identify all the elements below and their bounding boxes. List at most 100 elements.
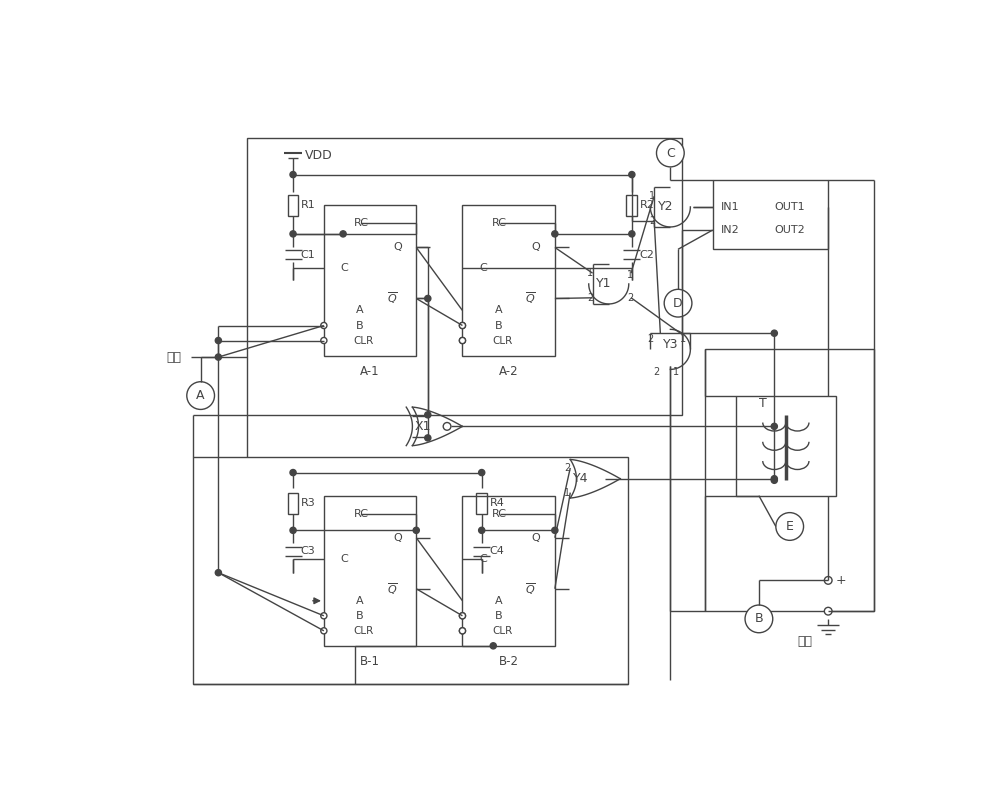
Text: CLR: CLR <box>492 336 512 345</box>
Bar <box>193 457 628 684</box>
Text: RC: RC <box>492 509 507 518</box>
Circle shape <box>459 628 466 634</box>
Text: B: B <box>495 321 502 330</box>
Text: $\overline{Q}$: $\overline{Q}$ <box>525 291 536 306</box>
Circle shape <box>629 231 635 237</box>
Text: CLR: CLR <box>353 626 374 636</box>
Text: E: E <box>786 520 794 533</box>
Bar <box>626 195 637 216</box>
Circle shape <box>321 613 327 619</box>
Text: 输入: 输入 <box>166 351 181 364</box>
Text: 1: 1 <box>673 368 680 377</box>
Circle shape <box>459 613 466 619</box>
Circle shape <box>459 337 466 344</box>
Text: 2: 2 <box>627 293 633 303</box>
Text: 2: 2 <box>653 368 660 377</box>
Circle shape <box>824 607 832 615</box>
Text: 2: 2 <box>564 463 570 473</box>
Text: +: + <box>836 574 847 587</box>
Circle shape <box>824 576 832 584</box>
Text: R2: R2 <box>640 200 654 210</box>
Bar <box>288 492 298 515</box>
Circle shape <box>656 139 684 167</box>
Circle shape <box>771 476 777 482</box>
Circle shape <box>321 628 327 634</box>
Circle shape <box>664 289 692 317</box>
Text: CLR: CLR <box>492 626 512 636</box>
Text: R1: R1 <box>301 200 316 210</box>
Circle shape <box>290 231 296 237</box>
Circle shape <box>443 422 451 430</box>
Bar <box>736 395 836 495</box>
Text: 输出: 输出 <box>797 635 812 649</box>
Bar <box>324 495 416 646</box>
Circle shape <box>776 513 804 541</box>
Circle shape <box>425 435 431 441</box>
Text: C: C <box>340 264 348 273</box>
Text: R4: R4 <box>489 499 504 508</box>
Bar <box>462 206 555 356</box>
Text: C3: C3 <box>301 546 316 556</box>
Text: B: B <box>356 611 364 621</box>
Text: A-2: A-2 <box>499 364 518 378</box>
Text: X1: X1 <box>415 420 431 433</box>
Bar <box>713 180 828 249</box>
Text: Y4: Y4 <box>573 472 589 485</box>
Text: 1: 1 <box>680 333 686 344</box>
Bar <box>705 349 874 611</box>
Text: C2: C2 <box>640 249 654 260</box>
Text: Y1: Y1 <box>596 277 612 291</box>
Text: C: C <box>479 264 487 273</box>
Circle shape <box>479 469 485 476</box>
Text: B-1: B-1 <box>360 655 380 668</box>
Text: Y3: Y3 <box>663 338 678 351</box>
Bar <box>288 195 298 216</box>
Text: IN1: IN1 <box>720 202 739 212</box>
Text: C: C <box>340 553 348 564</box>
Circle shape <box>771 423 777 430</box>
Text: Q: Q <box>393 242 402 252</box>
Text: RC: RC <box>353 509 368 518</box>
Text: B: B <box>495 611 502 621</box>
Bar <box>247 137 682 414</box>
Circle shape <box>425 412 431 418</box>
Circle shape <box>215 354 221 360</box>
Bar <box>462 495 555 646</box>
Text: Y2: Y2 <box>658 200 673 214</box>
Circle shape <box>459 337 466 344</box>
Text: 1: 1 <box>587 268 593 278</box>
Text: 1: 1 <box>564 488 570 498</box>
Text: -: - <box>836 605 840 618</box>
Circle shape <box>321 322 327 329</box>
Text: D: D <box>673 297 683 310</box>
Text: 1: 1 <box>627 270 633 279</box>
Circle shape <box>290 469 296 476</box>
Text: B: B <box>356 321 364 330</box>
Circle shape <box>490 643 496 649</box>
Text: $\overline{Q}$: $\overline{Q}$ <box>525 581 536 596</box>
Bar <box>324 206 416 356</box>
Bar <box>476 492 487 515</box>
Circle shape <box>629 172 635 178</box>
Text: 1: 1 <box>649 191 655 201</box>
Circle shape <box>290 527 296 534</box>
Circle shape <box>552 231 558 237</box>
Text: 2: 2 <box>587 293 593 303</box>
Circle shape <box>771 477 777 484</box>
Text: OUT2: OUT2 <box>774 225 805 235</box>
Text: RC: RC <box>492 218 507 229</box>
Text: A: A <box>196 389 205 402</box>
Text: C4: C4 <box>489 546 504 556</box>
Circle shape <box>187 382 215 410</box>
Text: 2: 2 <box>649 216 655 225</box>
Circle shape <box>340 231 346 237</box>
Text: A-1: A-1 <box>360 364 380 378</box>
Circle shape <box>459 322 466 329</box>
Text: C: C <box>479 553 487 564</box>
Text: Q: Q <box>532 242 540 252</box>
Circle shape <box>215 337 221 344</box>
Circle shape <box>459 613 466 619</box>
Circle shape <box>479 527 485 534</box>
Text: C: C <box>666 147 675 160</box>
Text: RC: RC <box>353 218 368 229</box>
